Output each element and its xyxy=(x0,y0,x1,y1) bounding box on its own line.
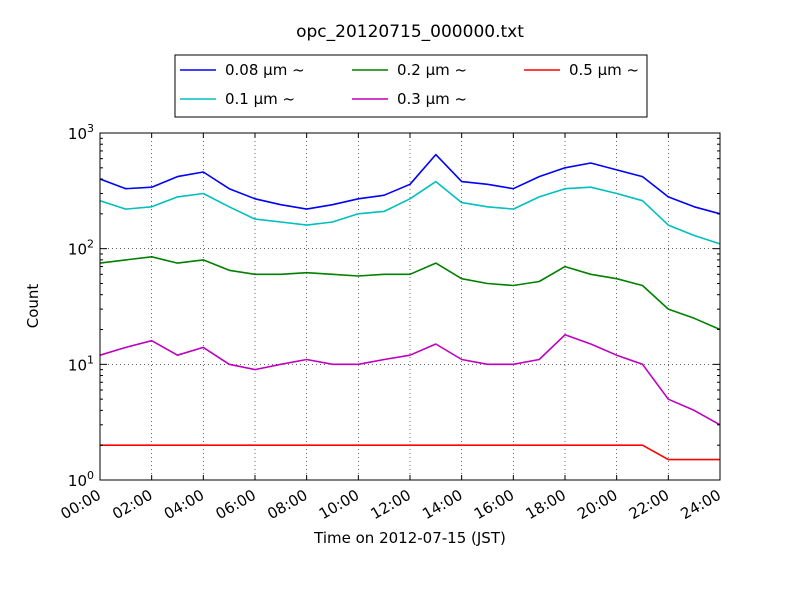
y-tick-label: 103 xyxy=(68,122,94,143)
x-axis-label: Time on 2012-07-15 (JST) xyxy=(313,529,506,547)
series-line-1 xyxy=(99,180,721,245)
series-line-3 xyxy=(99,333,721,426)
x-tick-label: 02:00 xyxy=(109,486,155,523)
x-tick-label: 12:00 xyxy=(368,486,414,523)
legend-label-0: 0.08 μm ~ xyxy=(225,61,305,79)
plot-area xyxy=(100,133,720,480)
series-group xyxy=(99,153,721,461)
series-line-2 xyxy=(99,255,721,331)
x-tick-label: 00:00 xyxy=(58,486,104,523)
x-tick-label: 20:00 xyxy=(574,486,620,523)
x-tick-label: 16:00 xyxy=(471,486,517,523)
y-tick-label: 100 xyxy=(68,469,94,490)
x-tick-label: 14:00 xyxy=(419,486,465,523)
y-axis: 100 101 102 103 xyxy=(68,122,720,490)
x-tick-label: 04:00 xyxy=(161,486,207,523)
x-tick-label: 10:00 xyxy=(316,486,362,523)
legend-label-2: 0.2 μm ~ xyxy=(397,61,467,79)
x-tick-label: 24:00 xyxy=(678,486,724,523)
series-line-0 xyxy=(99,153,721,215)
x-tick-label: 22:00 xyxy=(626,486,672,523)
x-tick-label: 06:00 xyxy=(213,486,259,523)
legend-label-4: 0.5 μm ~ xyxy=(569,61,639,79)
chart-title: opc_20120715_000000.txt xyxy=(296,22,524,42)
y-axis-label: Count xyxy=(24,284,42,329)
series-line-4 xyxy=(100,444,720,461)
legend-label-1: 0.1 μm ~ xyxy=(225,90,295,108)
legend: 0.08 μm ~ 0.1 μm ~ 0.2 μm ~ 0.3 μm ~ 0.5 μm … xyxy=(174,54,648,118)
x-tick-label: 18:00 xyxy=(523,486,569,523)
legend-box xyxy=(174,54,648,118)
legend-label-3: 0.3 μm ~ xyxy=(397,90,467,108)
y-tick-label: 102 xyxy=(68,238,94,259)
y-tick-label: 101 xyxy=(68,353,94,374)
grid xyxy=(100,133,720,480)
x-tick-label: 08:00 xyxy=(264,486,310,523)
